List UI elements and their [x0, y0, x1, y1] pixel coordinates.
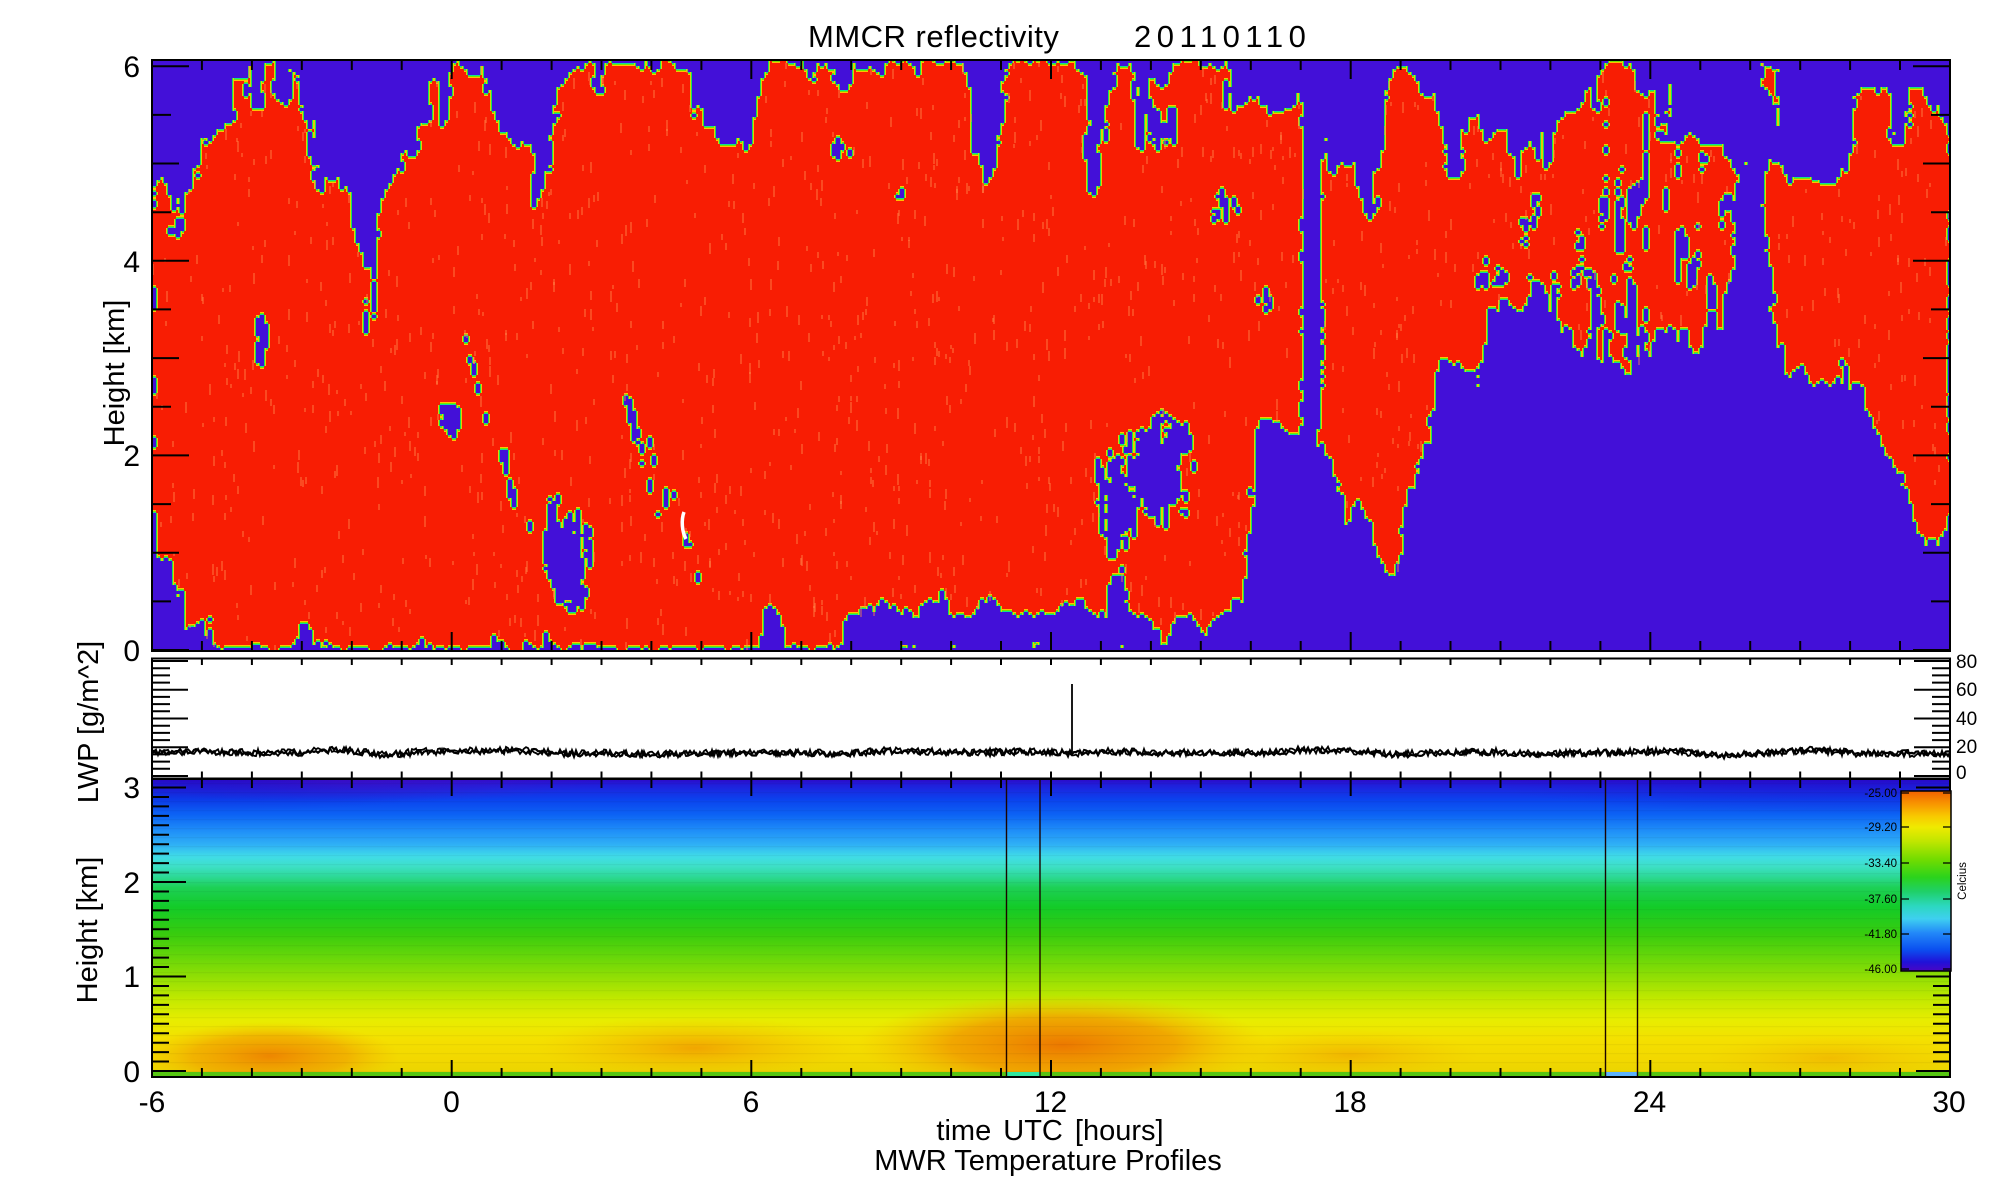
svg-text:time UTC [hours]: time UTC [hours]: [936, 1115, 1163, 1147]
svg-text:24: 24: [1633, 1086, 1666, 1119]
svg-text:60: 60: [1956, 680, 1977, 701]
svg-text:6: 6: [743, 1086, 760, 1119]
svg-text:2: 2: [123, 867, 140, 900]
svg-text:0: 0: [123, 1056, 140, 1089]
svg-text:2: 2: [123, 440, 140, 473]
svg-text:0: 0: [443, 1086, 460, 1119]
svg-text:-41.80: -41.80: [1864, 929, 1897, 941]
svg-text:0: 0: [123, 635, 140, 668]
svg-text:Celcius: Celcius: [1957, 862, 1969, 900]
svg-text:12: 12: [1034, 1086, 1067, 1119]
svg-text:-37.60: -37.60: [1864, 894, 1897, 906]
svg-text:Height [km]: Height [km]: [99, 300, 131, 447]
svg-text:40: 40: [1956, 709, 1977, 730]
svg-text:20: 20: [1956, 737, 1977, 758]
svg-text:20110110: 20110110: [1134, 19, 1311, 54]
svg-text:-46.00: -46.00: [1864, 964, 1897, 976]
svg-text:Height [km]: Height [km]: [72, 857, 104, 1004]
svg-text:LWP [g/m^2]: LWP [g/m^2]: [73, 641, 105, 803]
svg-text:-25.00: -25.00: [1864, 788, 1897, 800]
svg-text:3: 3: [123, 772, 140, 805]
svg-text:30: 30: [1932, 1086, 1965, 1119]
svg-text:-33.40: -33.40: [1864, 858, 1897, 870]
svg-text:1: 1: [123, 961, 140, 994]
svg-text:-6: -6: [139, 1086, 166, 1119]
svg-text:4: 4: [123, 246, 140, 279]
svg-text:0: 0: [1956, 763, 1967, 784]
svg-text:-29.20: -29.20: [1864, 822, 1897, 834]
svg-text:MMCR reflectivity: MMCR reflectivity: [808, 19, 1059, 54]
svg-text:MWR Temperature Profiles: MWR Temperature Profiles: [874, 1145, 1222, 1177]
svg-text:80: 80: [1956, 652, 1977, 673]
svg-text:6: 6: [123, 51, 140, 84]
svg-text:18: 18: [1333, 1086, 1366, 1119]
